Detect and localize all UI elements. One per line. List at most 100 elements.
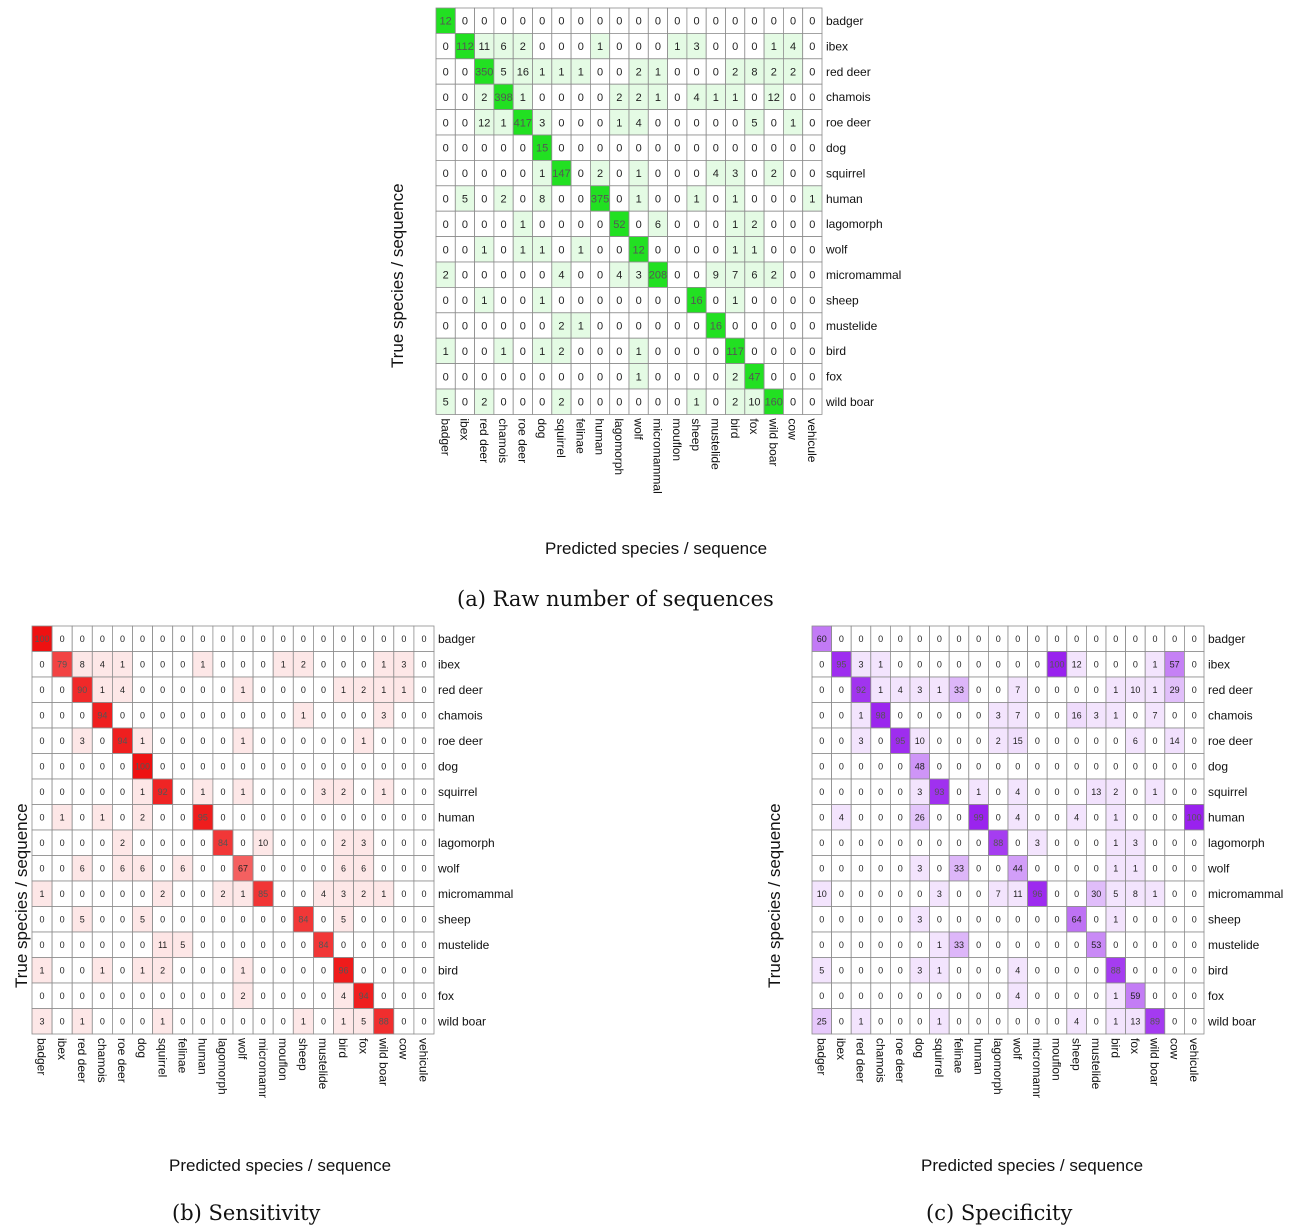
cell-value-label: 0 — [401, 889, 406, 899]
cell-value-label: 0 — [1054, 761, 1059, 771]
cell-value-label: 4 — [120, 685, 125, 695]
cell-value-label: 0 — [1054, 634, 1059, 644]
cell-value-label: 0 — [500, 219, 506, 231]
cell-value-label: 2 — [558, 346, 564, 358]
cell-value-label: 2 — [597, 168, 603, 180]
cell-value-label: 0 — [1074, 634, 1079, 644]
cell-value-label: 0 — [693, 66, 699, 78]
y-tick-label: squirrel — [1208, 785, 1247, 799]
cell-value-label: 0 — [421, 710, 426, 720]
cell-value-label: 0 — [790, 16, 796, 28]
cell-value-label: 0 — [381, 863, 386, 873]
cell-value-label: 1 — [937, 940, 942, 950]
cell-value-label: 0 — [956, 889, 961, 899]
cell-value-label: 0 — [1094, 736, 1099, 746]
cell-value-label: 1 — [381, 889, 386, 899]
cell-value-label: 0 — [713, 193, 719, 205]
cell-value-label: 1 — [40, 889, 45, 899]
cell-value-label: 0 — [481, 193, 487, 205]
cell-value-label: 0 — [241, 634, 246, 644]
cell-value-label: 0 — [674, 397, 680, 409]
cell-value-label: 1 — [539, 295, 545, 307]
cell-value-label: 0 — [401, 736, 406, 746]
cell-value-label: 0 — [937, 991, 942, 1001]
cell-value-label: 2 — [160, 889, 165, 899]
cell-value-label: 1 — [732, 244, 738, 256]
cell-value-label: 0 — [180, 914, 185, 924]
cell-value-label: 2 — [341, 787, 346, 797]
cell-value-label: 0 — [616, 371, 622, 383]
cell-value-label: 0 — [809, 219, 815, 231]
cell-value-label: 0 — [1015, 634, 1020, 644]
cell-value-label: 0 — [1054, 965, 1059, 975]
cell-value-label: 0 — [381, 965, 386, 975]
cell-value-label: 0 — [261, 787, 266, 797]
cell-value-label: 0 — [200, 761, 205, 771]
cell-value-label: 0 — [751, 16, 757, 28]
x-tick-label: wild boar — [766, 417, 780, 466]
cell-value-label: 0 — [878, 838, 883, 848]
cell-value-label: 0 — [976, 761, 981, 771]
cell-value-label: 0 — [1035, 991, 1040, 1001]
cell-value-label: 0 — [809, 346, 815, 358]
cell-value-label: 2 — [120, 838, 125, 848]
cell-value-label: 0 — [520, 193, 526, 205]
cell-value-label: 0 — [160, 812, 165, 822]
cell-value-label: 0 — [220, 659, 225, 669]
cell-value-label: 3 — [917, 914, 922, 924]
cell-value-label: 0 — [140, 659, 145, 669]
cell-value-label: 0 — [220, 940, 225, 950]
cell-value-label: 2 — [636, 66, 642, 78]
cell-value-label: 5 — [751, 117, 757, 129]
cell-value-label: 0 — [539, 16, 545, 28]
cell-value-label: 0 — [898, 710, 903, 720]
cell-value-label: 100 — [1049, 659, 1064, 669]
cell-value-label: 1 — [301, 710, 306, 720]
cell-value-label: 0 — [751, 346, 757, 358]
cell-value-label: 1 — [937, 685, 942, 695]
cell-value-label: 4 — [1015, 965, 1020, 975]
cell-value-label: 0 — [321, 685, 326, 695]
cell-value-label: 57 — [1170, 659, 1180, 669]
cell-value-label: 1 — [732, 92, 738, 104]
cell-value-label: 0 — [1074, 787, 1079, 797]
cell-value-label: 0 — [520, 168, 526, 180]
cell-value-label: 0 — [771, 143, 777, 155]
cell-value-label: 0 — [858, 965, 863, 975]
cell-value-label: 0 — [1074, 965, 1079, 975]
cell-value-label: 0 — [80, 634, 85, 644]
cell-value-label: 7 — [1015, 710, 1020, 720]
cell-value-label: 0 — [520, 371, 526, 383]
cell-value-label: 1 — [1113, 812, 1118, 822]
x-tick-label: mouflon — [276, 1038, 290, 1081]
cell-value-label: 0 — [40, 812, 45, 822]
cell-value-label: 0 — [996, 863, 1001, 873]
heatmap-sensitivity: 100 0 0 0 0 0 0 0 0 0 0 0 0 0 0 0 0 0 0 00 79 8 4 1 0 0 0 1 0 0 0 1 2 0 0 0… — [31, 625, 513, 1113]
x-tick-label: mouflon — [670, 418, 684, 461]
cell-value-label: 2 — [751, 219, 757, 231]
y-tick-label: chamois — [438, 709, 483, 723]
cell-value-label: 0 — [616, 320, 622, 332]
cell-value-label: 0 — [558, 16, 564, 28]
cell-value-label: 0 — [1133, 965, 1138, 975]
cell-value-label: 0 — [60, 761, 65, 771]
cell-value-label: 1 — [751, 244, 757, 256]
cell-value-label: 93 — [934, 787, 944, 797]
cell-value-label: 0 — [597, 92, 603, 104]
y-tick-label: sheep — [826, 293, 859, 307]
cell-value-label: 0 — [819, 787, 824, 797]
cell-value-label: 12 — [478, 117, 490, 129]
cell-value-label: 0 — [421, 685, 426, 695]
heatmap-specificity: 60 0 0 0 0 0 0 0 0 0 0 0 0 0 0 0 0 0 0 00 95 3 1 0 0 0 0 0 0 0 0 100 12 0… — [811, 625, 1283, 1113]
cell-value-label: 7 — [1152, 710, 1157, 720]
y-tick-label: badger — [826, 14, 863, 28]
cell-value-label: 0 — [693, 16, 699, 28]
cell-value-label: 0 — [220, 991, 225, 1001]
heatmap-cell — [1183, 1008, 1205, 1035]
cell-value-label: 0 — [60, 736, 65, 746]
cell-value-label: 0 — [60, 863, 65, 873]
cell-value-label: 0 — [674, 244, 680, 256]
cell-value-label: 0 — [401, 940, 406, 950]
cell-value-label: 0 — [655, 244, 661, 256]
cell-value-label: 0 — [361, 634, 366, 644]
